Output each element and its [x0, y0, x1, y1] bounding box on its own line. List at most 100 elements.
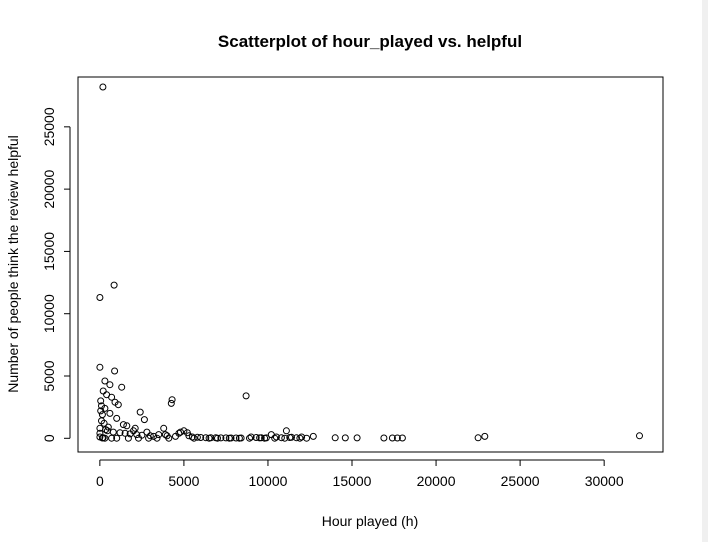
data-point: [256, 434, 264, 442]
data-point: [98, 402, 105, 410]
x-tick-label: 30000: [585, 473, 624, 489]
data-point: [341, 434, 349, 442]
x-tick-label: 0: [96, 473, 104, 489]
data-point: [103, 427, 111, 435]
data-point: [108, 434, 116, 442]
data-point: [380, 434, 388, 442]
data-point: [393, 434, 401, 442]
chart-title: Scatterplot of hour_played vs. helpful: [218, 32, 522, 51]
x-tick-label: 20000: [417, 473, 456, 489]
x-axis-label: Hour played (h): [322, 513, 419, 529]
data-point: [636, 432, 643, 440]
x-tick-label: 15000: [333, 473, 372, 489]
data-point: [286, 434, 294, 441]
data-point: [96, 424, 104, 432]
data-point: [296, 434, 304, 442]
data-point: [96, 294, 104, 301]
data-point: [119, 421, 127, 429]
x-tick-label: 10000: [248, 473, 287, 489]
x-tick-label: 5000: [168, 473, 199, 489]
plot-box: [77, 76, 664, 453]
data-point: [303, 434, 311, 442]
data-point: [167, 399, 175, 407]
data-point: [193, 433, 201, 441]
y-tick-label: 5000: [41, 360, 57, 391]
data-point: [175, 429, 183, 437]
data-point: [121, 429, 129, 437]
data-point: [143, 428, 151, 436]
data-point: [109, 428, 117, 436]
data-point: [222, 434, 230, 442]
data-point: [161, 431, 169, 439]
data-point: [97, 397, 105, 405]
data-point: [98, 434, 106, 442]
data-point: [140, 416, 148, 424]
data-point: [113, 434, 121, 442]
data-point: [118, 383, 126, 391]
y-tick-label: 10000: [41, 294, 57, 333]
data-point: [124, 434, 132, 442]
data-point: [331, 434, 339, 442]
data-point: [136, 408, 144, 416]
data-point: [145, 434, 153, 442]
data-point: [153, 434, 161, 442]
data-point: [197, 434, 205, 441]
y-tick-label: 0: [41, 434, 57, 442]
data-point: [168, 396, 176, 404]
data-point: [97, 407, 105, 415]
data-point: [106, 381, 114, 389]
data-point: [165, 434, 173, 442]
data-point: [101, 377, 109, 385]
data-point: [116, 429, 124, 437]
data-point: [398, 434, 406, 442]
data-point: [99, 387, 107, 395]
data-point: [481, 432, 489, 440]
data-point: [309, 432, 317, 440]
data-point: [235, 434, 243, 442]
data-point: [114, 401, 122, 409]
data-point: [160, 424, 168, 432]
data-point: [217, 434, 225, 442]
data-point: [133, 431, 141, 439]
x-axis: 0 5000 10000 15000 20000 25000 30000: [96, 459, 624, 489]
data-point: [247, 433, 255, 441]
y-tick-label: 15000: [41, 232, 57, 271]
data-point: [123, 422, 131, 430]
data-point: [111, 367, 119, 375]
data-point: [131, 424, 139, 432]
data-point: [281, 434, 289, 442]
data-point: [96, 363, 104, 371]
data-point: [110, 281, 118, 289]
data-point: [271, 434, 279, 442]
data-point: [242, 392, 250, 400]
data-point: [108, 393, 116, 401]
data-point: [225, 434, 233, 442]
y-axis: 0 5000 10000 15000 20000 25000: [41, 107, 71, 442]
data-point: [205, 434, 213, 442]
data-point: [98, 417, 105, 425]
data-point: [113, 414, 121, 422]
data-point: [188, 433, 196, 441]
data-point: [261, 434, 269, 442]
data-point: [353, 434, 361, 442]
window-edge: [702, 0, 708, 542]
y-tick-label: 20000: [41, 169, 57, 208]
data-point: [298, 433, 306, 441]
data-point: [155, 431, 163, 439]
data-point: [177, 428, 184, 436]
data-point: [135, 434, 142, 442]
data-point: [277, 434, 285, 442]
data-point: [388, 434, 396, 442]
y-tick-label: 25000: [41, 107, 57, 146]
data-point: [282, 427, 290, 435]
x-tick-label: 25000: [501, 473, 540, 489]
data-point: [99, 83, 107, 91]
data-point: [252, 434, 260, 441]
y-axis-label: Number of people think the review helpfu…: [5, 135, 21, 393]
data-point: [474, 434, 482, 442]
data-point: [101, 434, 109, 442]
data-point: [214, 434, 221, 442]
data-point: [98, 411, 106, 419]
data-point: [232, 434, 240, 442]
